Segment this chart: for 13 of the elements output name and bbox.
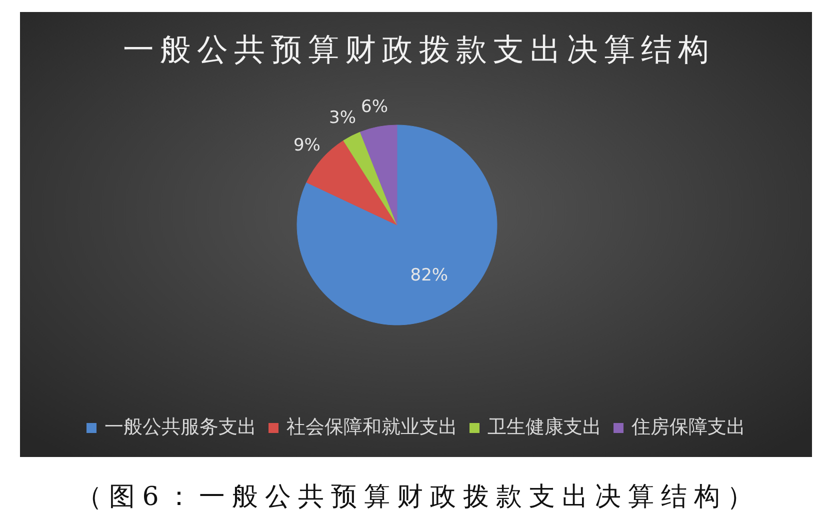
legend-label: 社会保障和就业支出 [286, 416, 458, 438]
data-label: 82% [410, 265, 448, 286]
pie-slice [296, 124, 498, 326]
chart-title: 一般公共预算财政拨款支出决算结构 [123, 32, 715, 68]
pie-slice [360, 124, 398, 226]
data-label: 6% [361, 96, 388, 117]
legend-label: 一般公共服务支出 [104, 416, 256, 438]
legend-label: 住房保障支出 [630, 416, 746, 438]
text: （图6：一般公共预算财政拨款支出决算结构） [76, 482, 760, 512]
data-label: 9% [293, 135, 320, 156]
legend-label: 卫生健康支出 [488, 416, 602, 438]
data-label: 3% [329, 108, 356, 128]
pie-slice [343, 132, 398, 226]
